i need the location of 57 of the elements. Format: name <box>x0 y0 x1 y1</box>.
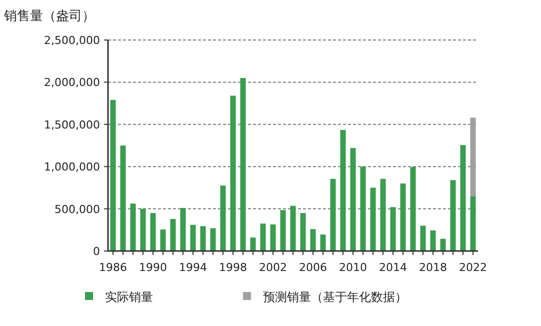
y-tick-label: 0 <box>93 245 100 258</box>
bar <box>290 206 296 251</box>
bar <box>160 229 166 251</box>
x-tick-label: 1994 <box>179 261 207 274</box>
bar <box>220 186 226 251</box>
bar <box>330 178 336 251</box>
bar <box>460 145 466 251</box>
bar <box>230 96 236 251</box>
bar <box>170 218 176 251</box>
bar <box>440 238 446 251</box>
x-tick-label: 2002 <box>259 261 287 274</box>
y-tick-label: 2,000,000 <box>44 76 100 90</box>
x-tick-label: 2022 <box>459 261 487 274</box>
x-tick-label: 2014 <box>379 261 407 274</box>
bar <box>240 78 246 251</box>
bar <box>340 130 346 251</box>
bar <box>150 213 156 251</box>
bar <box>140 208 146 251</box>
bar <box>280 210 286 251</box>
bar <box>110 100 116 251</box>
legend-label: 实际销量 <box>105 290 153 304</box>
bar <box>380 178 386 251</box>
x-tick-label: 1986 <box>99 261 127 274</box>
bar <box>190 224 196 251</box>
bar <box>470 196 476 251</box>
bar <box>430 230 436 251</box>
bar <box>300 213 306 251</box>
y-tick-label: 500,000 <box>54 202 100 216</box>
y-tick-label: 1,000,000 <box>44 160 100 174</box>
y-axis-title: 销售量（盎司） <box>3 9 95 24</box>
y-tick-label: 2,500,000 <box>44 34 100 47</box>
bar <box>370 188 376 251</box>
bar <box>410 167 416 251</box>
legend-label: 预测销量（基于年化数据） <box>263 290 407 304</box>
x-tick-label: 2010 <box>339 261 367 274</box>
y-tick-label: 1,500,000 <box>44 118 100 132</box>
bar <box>390 207 396 251</box>
bar <box>350 148 356 251</box>
x-tick-label: 2018 <box>419 261 447 274</box>
bar <box>200 226 206 251</box>
bar <box>130 204 136 251</box>
bar <box>450 180 456 251</box>
bar <box>260 224 266 251</box>
bar <box>420 226 426 251</box>
x-tick-label: 1998 <box>219 261 247 274</box>
bar <box>320 234 326 251</box>
x-tick-label: 1990 <box>139 261 167 274</box>
bar <box>360 166 366 251</box>
bar <box>400 183 406 251</box>
bar <box>310 229 316 251</box>
bar <box>470 118 476 196</box>
bar <box>180 208 186 251</box>
bar <box>120 146 126 251</box>
bar <box>250 237 256 251</box>
bar <box>210 228 216 251</box>
x-tick-label: 2006 <box>299 261 327 274</box>
bar <box>270 224 276 251</box>
